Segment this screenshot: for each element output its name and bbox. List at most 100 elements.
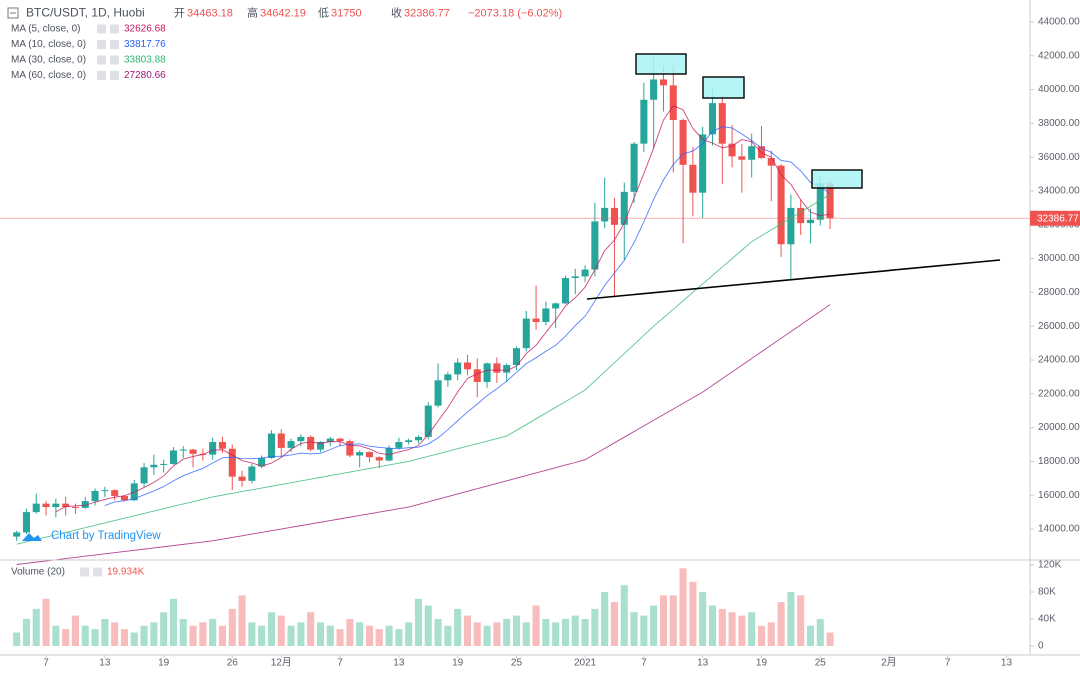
volume-bar [81,625,89,647]
trend-line [586,259,1001,300]
volume-bar [179,619,187,647]
candle-body [640,99,648,144]
x-tick-label: 19 [756,658,768,669]
volume-bar [375,629,383,647]
legend-icon [110,40,119,49]
candle-body [179,449,187,451]
candle-body [218,441,226,449]
symbol-title: BTC/USDT, 1D, Huobi [26,6,145,20]
candle-body [797,207,805,224]
volume-bar [601,591,609,647]
candle-body [238,476,246,481]
candle-body [287,441,295,448]
candle-body [454,362,462,375]
y-tick-label: 16000.00 [1038,490,1080,501]
candle-body [463,362,471,370]
x-tick-label: 25 [815,658,827,669]
volume-bar [169,598,177,647]
candle-body [101,490,109,492]
candle-body [679,120,687,165]
candle-body [512,348,520,366]
candle-body [503,365,511,373]
candle-body [405,440,413,442]
volume-bar [267,612,275,647]
collapse-icon[interactable] [7,7,19,19]
candle-body [738,156,746,160]
candle-body [601,207,609,222]
volume-bar [816,619,824,647]
price-change: −2073.18 (−6.02%) [468,7,562,19]
volume-bar [767,622,775,647]
volume-bar [52,625,60,647]
candle-body [757,146,766,159]
watermark-text: Chart by TradingView [51,530,161,542]
legend-icon [80,567,89,577]
drawings [586,53,1001,300]
volume-tick-label: 80K [1038,587,1056,598]
candle-body [297,436,305,442]
volume-bar [316,622,324,647]
ohlc-label: 高 [247,5,258,19]
plot-area [0,56,1030,647]
volume-bar [620,585,628,647]
y-tick-label: 40000.00 [1038,84,1080,95]
volume-legend-name: Volume (20) [11,567,65,578]
indicator-legend: MA (5, close, 0) 32626.68 MA (10, close, 0… [11,24,166,578]
y-tick-label: 26000.00 [1038,321,1080,332]
volume-bar [258,625,266,647]
volume-tick-label: 120K [1038,560,1062,571]
candle-body [591,221,599,270]
candle-body [316,441,324,450]
candle-body [542,308,550,322]
candle-body [493,363,501,373]
watermark: Chart by TradingView [22,530,161,542]
volume-bar [307,612,315,647]
volume-bar [238,595,246,647]
candle-body [32,503,40,513]
ma-legend-name: MA (5, close, 0) [11,24,80,35]
volume-bar [650,605,658,647]
volume-bar [473,622,481,647]
candle-body [424,405,432,437]
candle-body [336,438,344,442]
candle-body [248,466,256,481]
volume-bar [689,581,697,647]
volume-bar [493,622,501,647]
volume-bar [228,608,236,647]
highlight-box [811,169,863,189]
ma-legend-value: 27280.66 [124,70,166,81]
x-tick-label: 19 [158,658,170,669]
volume-bar [346,619,354,647]
candle-body [522,318,530,349]
ma-legend-value: 32626.68 [124,24,166,35]
candle-body [777,165,785,245]
candle-body [120,496,128,501]
volume-bar [62,629,70,647]
volume-bar [826,632,834,647]
legend-icon [93,567,102,577]
legend-icon [97,24,106,34]
legend-icon [97,71,106,80]
volume-bar [248,622,256,647]
volume-bar [483,625,491,647]
volume-bar [189,625,197,647]
volume-bar [22,619,30,647]
x-tick-label: 13 [99,658,111,669]
candle-body [659,79,668,86]
volume-bar [610,602,618,647]
candle-body [150,464,158,468]
candle-body [787,207,795,245]
volume-bar [718,608,726,647]
y-tick-label: 36000.00 [1038,152,1080,163]
candle-body [160,463,168,465]
highlight-box [635,53,687,75]
candle-body [189,449,197,454]
candle-body [267,433,275,459]
volume-legend-value: 19.934K [107,567,145,578]
x-tick-label: 2021 [574,658,597,669]
candle-body [561,278,569,304]
volume-bar [130,632,138,647]
volume-bar [91,629,99,647]
volume-bar [787,591,795,647]
candle-body [81,501,89,508]
